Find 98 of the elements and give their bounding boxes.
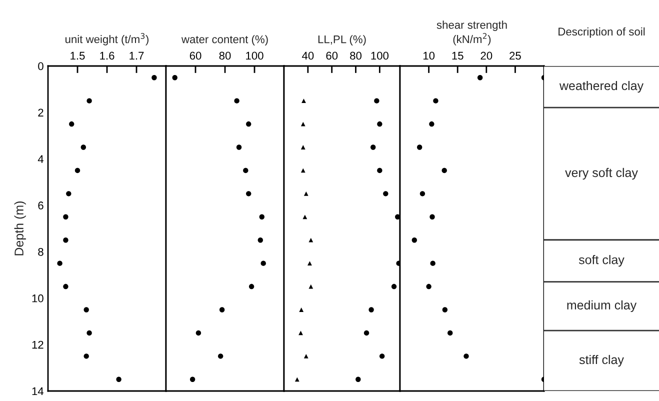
point <box>412 238 417 243</box>
point <box>259 214 264 220</box>
point <box>246 121 252 127</box>
y-tick-label: 14 <box>32 387 44 396</box>
point <box>69 121 74 127</box>
x-axis-title: shear strength (kN/m$^{2}$) <box>436 20 507 46</box>
x-tick-label: 20 <box>480 52 492 60</box>
x-axis-title: LL,PL (%) <box>318 35 366 46</box>
x-axis-title: unit weight (t/m$^{3}$) <box>66 33 148 46</box>
text: stiff clay <box>579 354 624 367</box>
point <box>248 284 254 290</box>
text: very soft clay <box>565 168 638 180</box>
point <box>383 191 388 196</box>
text: Description of soil <box>558 27 645 38</box>
y-tick-label: 4 <box>38 155 44 163</box>
point <box>416 144 422 150</box>
point <box>464 354 469 359</box>
point <box>234 98 240 104</box>
point <box>426 284 432 290</box>
point <box>302 214 308 220</box>
y-tick-label: 2 <box>38 108 44 116</box>
x-tick-label: 100 <box>371 52 389 60</box>
point <box>442 307 448 312</box>
point <box>433 98 438 104</box>
point <box>308 284 314 289</box>
x-axis-title: water content (%) <box>181 35 268 46</box>
point <box>429 121 434 127</box>
y-tick-label: 6 <box>38 202 44 210</box>
point <box>308 261 312 266</box>
point <box>302 98 306 104</box>
point <box>430 214 435 220</box>
point <box>218 354 224 359</box>
y-tick-label: 12 <box>32 340 44 349</box>
point <box>368 307 374 312</box>
point <box>84 307 89 312</box>
point <box>63 214 68 220</box>
x-tick-label: 15 <box>452 52 464 60</box>
point <box>74 168 80 174</box>
x-tick-label: 10 <box>423 52 435 60</box>
point <box>300 122 306 126</box>
point <box>430 260 436 266</box>
point <box>304 191 308 196</box>
x-tick-label: 40 <box>302 52 314 60</box>
point <box>420 191 426 196</box>
point <box>63 238 68 243</box>
point <box>294 377 300 382</box>
point <box>364 330 370 336</box>
point <box>391 284 397 290</box>
x-tick-label: 25 <box>510 52 521 60</box>
point <box>300 168 306 173</box>
point <box>377 121 382 127</box>
point <box>236 144 242 150</box>
point <box>172 75 178 80</box>
point <box>356 376 361 382</box>
point <box>308 238 314 242</box>
point <box>300 145 306 150</box>
x-tick-label: 80 <box>219 52 231 60</box>
point <box>116 376 122 382</box>
point <box>298 330 303 336</box>
point <box>370 144 376 150</box>
x-tick-label: 100 <box>246 52 264 60</box>
point <box>374 98 380 104</box>
x-tick-label: 60 <box>190 52 202 60</box>
point <box>66 191 72 196</box>
point <box>379 354 385 359</box>
point <box>260 260 266 266</box>
point <box>448 330 453 336</box>
point <box>258 238 263 243</box>
x-tick-label: 1.7 <box>130 52 144 60</box>
text: weathered clay <box>559 80 644 93</box>
point <box>196 330 202 336</box>
x-tick-label: 60 <box>326 52 338 60</box>
x-tick-label: 1.6 <box>100 52 114 60</box>
point <box>80 144 86 150</box>
y-tick-label: 0 <box>38 62 44 70</box>
point <box>442 168 447 174</box>
point <box>246 191 252 196</box>
point <box>477 75 483 80</box>
y-tick-label: 8 <box>38 248 44 256</box>
point <box>84 354 89 359</box>
point <box>304 354 308 358</box>
point <box>377 168 382 174</box>
text: soft clay <box>578 255 624 267</box>
point <box>395 214 400 220</box>
y-axis-title: Depth (m) <box>14 201 26 256</box>
point <box>57 260 62 266</box>
x-tick-label: 1.5 <box>70 52 85 60</box>
point <box>299 308 304 312</box>
point <box>86 98 92 104</box>
point <box>219 307 225 312</box>
point <box>63 284 68 290</box>
point <box>152 75 157 80</box>
point <box>243 168 248 174</box>
point <box>86 330 92 336</box>
y-tick-label: 10 <box>32 294 44 302</box>
x-tick-label: 80 <box>350 52 362 60</box>
text: medium clay <box>567 300 637 312</box>
point <box>190 376 196 382</box>
